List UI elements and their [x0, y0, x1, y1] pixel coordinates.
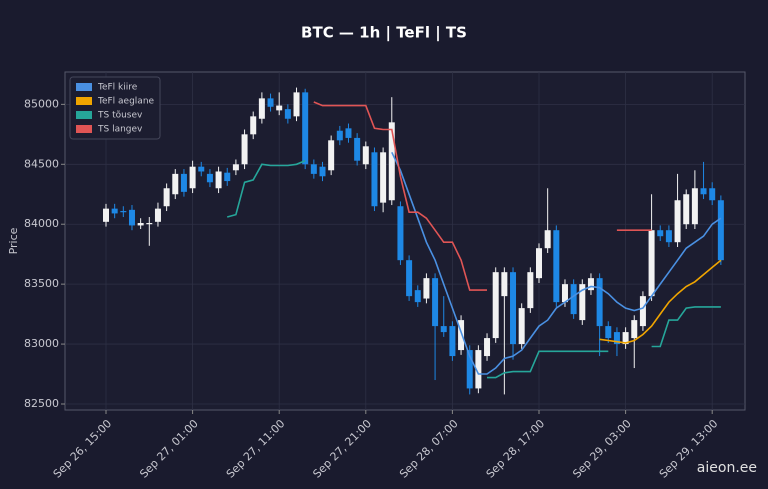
candle-body: [250, 116, 257, 135]
candle-body: [622, 332, 629, 345]
legend-label: TS langev: [97, 125, 143, 135]
candle-body: [388, 122, 395, 201]
candle-body: [345, 128, 352, 138]
legend-label: TS tõusev: [97, 111, 143, 121]
indicator-line: [313, 101, 652, 291]
candle-body: [111, 208, 118, 214]
legend-box: [69, 76, 161, 140]
candle-body: [103, 208, 109, 222]
y-tick-label: 85000: [24, 97, 59, 110]
candle-body: [605, 326, 612, 339]
candle-body: [146, 223, 153, 225]
candle-body: [180, 173, 187, 192]
legend-label: TeFl kiire: [97, 83, 138, 93]
candle-body: [423, 278, 430, 299]
candle-body: [319, 166, 326, 177]
candle-body: [466, 350, 473, 389]
candle-body: [709, 188, 716, 201]
candle-body: [596, 278, 603, 327]
candle-body: [639, 296, 646, 327]
candle-body: [206, 173, 213, 183]
legend-swatch: [76, 125, 92, 133]
candle-body: [258, 98, 265, 119]
candle-body: [449, 326, 456, 357]
candle-body: [154, 208, 161, 222]
y-tick-label: 84500: [24, 157, 59, 170]
candle-body: [475, 350, 482, 389]
candle-body: [510, 272, 517, 345]
candle-body: [380, 152, 387, 203]
candle-body: [120, 211, 127, 213]
watermark: aieon.ee: [697, 460, 757, 476]
candle-body: [293, 92, 300, 117]
candle-body: [544, 230, 551, 249]
candle-body: [657, 230, 664, 237]
candle-body: [232, 164, 239, 171]
legend-swatch: [76, 111, 92, 119]
candle-body: [492, 272, 499, 339]
legend-swatch: [76, 83, 92, 91]
candle-body: [371, 152, 378, 207]
candle-body: [397, 206, 404, 261]
candle-body: [587, 278, 594, 291]
y-tick-label: 83500: [24, 277, 59, 290]
candle-body: [241, 134, 248, 165]
legend-swatch: [76, 97, 92, 105]
candle-body: [536, 248, 542, 279]
candle-body: [440, 326, 447, 333]
candle-body: [570, 284, 577, 315]
candle-body: [215, 171, 222, 189]
y-tick-label: 82500: [24, 397, 59, 410]
candle-body: [128, 209, 135, 226]
candle-body: [691, 188, 698, 225]
candle-body: [137, 223, 144, 226]
y-axis-label: Price: [7, 227, 20, 254]
candle-body: [561, 284, 568, 303]
candle-body: [674, 200, 681, 243]
candle-body: [458, 320, 465, 351]
candle-body: [336, 130, 343, 141]
candle-body: [328, 140, 335, 171]
candle-body: [224, 172, 231, 182]
candle-body: [631, 320, 638, 339]
candle-body: [362, 146, 369, 165]
candle-body: [406, 260, 413, 297]
candle-body: [284, 109, 291, 119]
candle-body: [553, 230, 560, 303]
candle-body: [189, 166, 196, 189]
indicator-line: [226, 159, 721, 379]
plot-area: [64, 71, 746, 411]
candle-body: [665, 230, 672, 243]
candle-body: [163, 188, 170, 207]
indicator-line: [391, 151, 722, 375]
candle-body: [683, 194, 690, 225]
candle-body: [354, 137, 361, 161]
candle-body: [518, 308, 525, 345]
candle-body: [717, 200, 724, 261]
candle-body: [432, 278, 439, 327]
candle-body: [613, 332, 620, 345]
candle-body: [310, 164, 317, 174]
candle-body: [648, 230, 655, 297]
indicator-line: [599, 259, 722, 344]
chart-title: BTC — 1h | TeFl | TS: [301, 24, 467, 43]
candle-body: [501, 272, 508, 297]
candle-body: [172, 173, 179, 195]
candle-body: [527, 272, 534, 309]
candle-body: [700, 188, 707, 195]
candle-body: [302, 92, 309, 165]
legend-label: TeFl aeglane: [97, 97, 155, 107]
candle-body: [267, 98, 274, 107]
candle-body: [276, 105, 283, 111]
candle-body: [484, 338, 491, 357]
candle-body: [198, 166, 205, 172]
candle-body: [579, 284, 586, 321]
y-tick-label: 83000: [24, 337, 59, 350]
candle-body: [414, 290, 421, 303]
y-tick-label: 84000: [24, 217, 59, 230]
